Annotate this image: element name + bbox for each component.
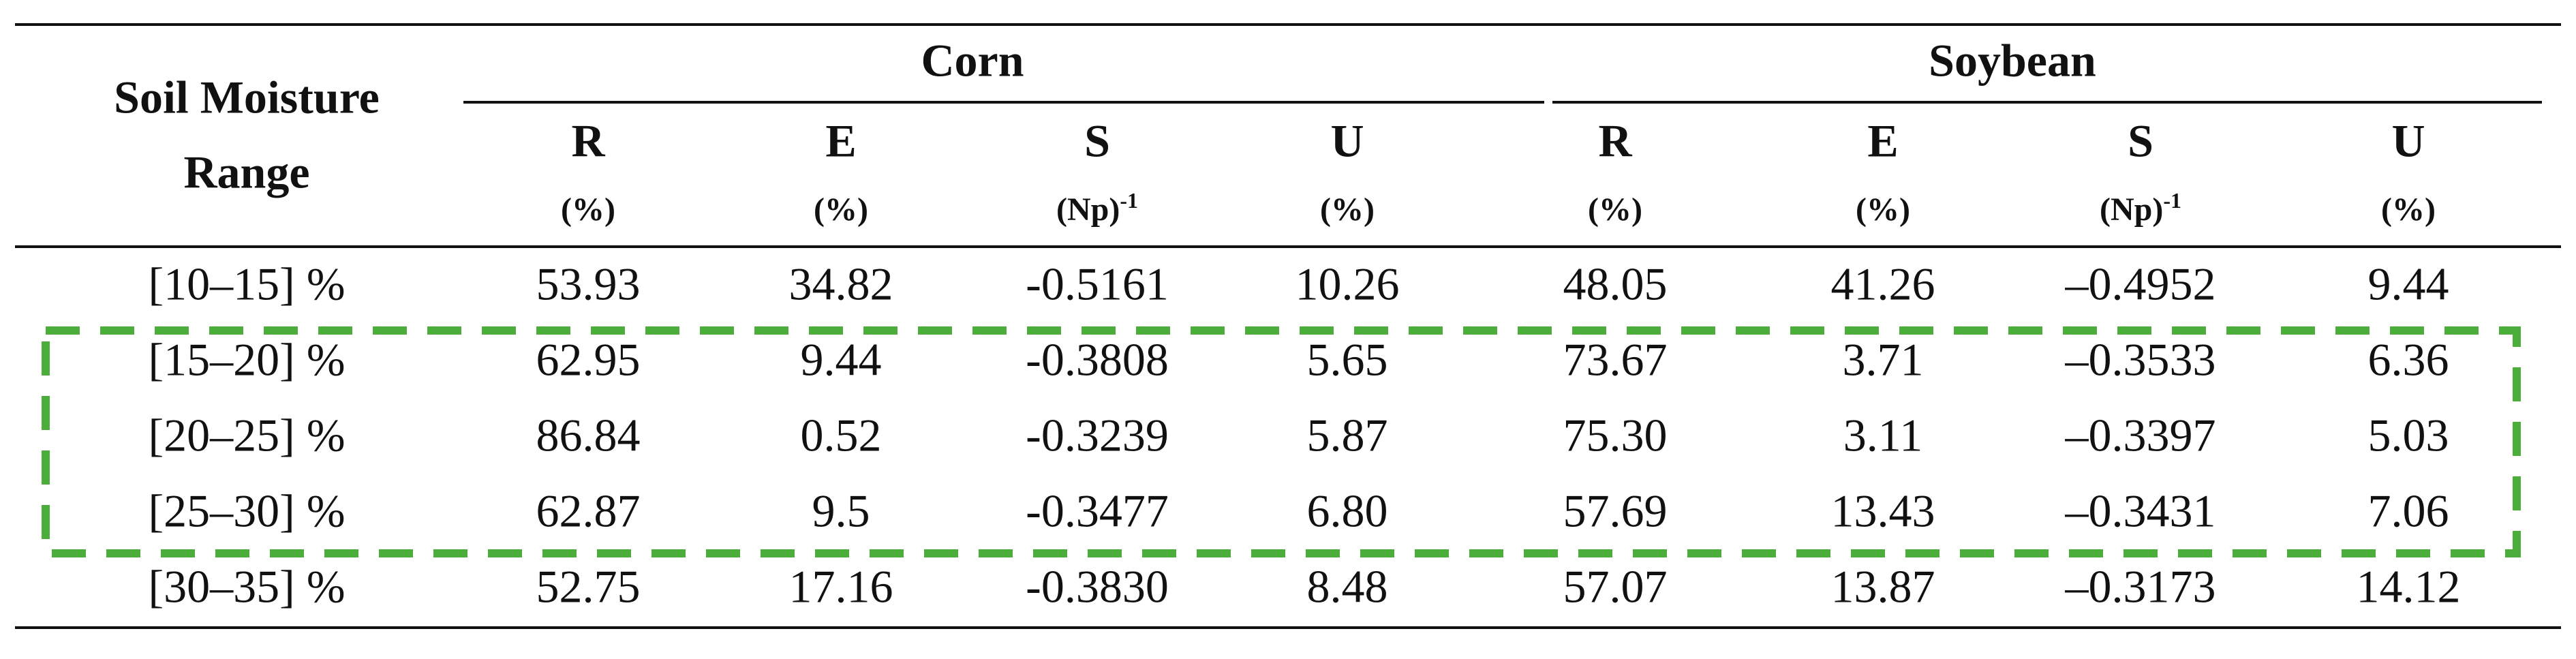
cell: 5.03 [2368, 410, 2449, 461]
cell: –0.3431 [2065, 485, 2216, 537]
cell: 10.26 [1295, 258, 1400, 310]
column-header: E [1867, 115, 1898, 167]
cell: 57.07 [1563, 561, 1668, 613]
cell: -0.3808 [1026, 334, 1169, 386]
cell: -0.3477 [1026, 485, 1169, 537]
cell: 9.44 [2368, 258, 2449, 310]
unit-text: (%) [1320, 191, 1375, 228]
cell: –0.3533 [2065, 334, 2216, 386]
unit-text: (%) [1588, 191, 1642, 228]
group-header: Soybean [1929, 35, 2096, 87]
column-header: U [2391, 115, 2425, 167]
cell: 52.75 [536, 561, 641, 613]
row-label: [30–35] % [149, 561, 346, 613]
highlight-box [42, 326, 2521, 557]
column-unit: (%) [2381, 191, 2436, 228]
cell: 34.82 [789, 258, 893, 310]
unit-text: (%) [1856, 191, 1910, 228]
cell: 14.12 [2357, 561, 2461, 613]
column-header: S [2128, 115, 2153, 167]
column-header: R [1598, 115, 1632, 167]
column-unit: (%) [1856, 191, 1910, 228]
cell: 5.87 [1307, 410, 1388, 461]
cell: 86.84 [536, 410, 641, 461]
cell: 13.87 [1831, 561, 1935, 613]
column-header: U [1330, 115, 1364, 167]
column-header: R [571, 115, 605, 167]
cell: –0.4952 [2065, 258, 2216, 310]
cell: 13.43 [1831, 485, 1935, 537]
row-label: [20–25] % [149, 410, 346, 461]
column-unit: (%) [561, 191, 615, 228]
cell: –0.3397 [2065, 410, 2216, 461]
cell: –0.3173 [2065, 561, 2216, 613]
row-header: Soil Moisture [114, 72, 380, 123]
column-header: S [1084, 115, 1110, 167]
column-unit: (%) [814, 191, 868, 228]
unit-text: (Np) [2100, 191, 2163, 228]
cell: 5.65 [1307, 334, 1388, 386]
unit-superscript: -1 [1120, 188, 1138, 213]
row-header: Range [183, 147, 309, 198]
cell: 53.93 [536, 258, 641, 310]
unit-text: (%) [561, 191, 615, 228]
column-unit: (Np)-1 [2100, 188, 2181, 228]
cell: 41.26 [1831, 258, 1935, 310]
cell: 9.44 [801, 334, 882, 386]
cell: 57.69 [1563, 485, 1668, 537]
unit-text: (Np) [1056, 191, 1120, 228]
cell: 8.48 [1307, 561, 1388, 613]
cell: 62.87 [536, 485, 641, 537]
group-header: Corn [921, 35, 1024, 87]
cell: -0.3830 [1026, 561, 1169, 613]
column-unit: (Np)-1 [1056, 188, 1138, 228]
cell: 3.71 [1843, 334, 1924, 386]
row-label: [25–30] % [149, 485, 346, 537]
column-unit: (%) [1320, 191, 1375, 228]
cell: 6.36 [2368, 334, 2449, 386]
cell: 75.30 [1563, 410, 1668, 461]
cell: 3.11 [1843, 410, 1922, 461]
unit-superscript: -1 [2163, 188, 2181, 213]
column-header: E [825, 115, 856, 167]
cell: 62.95 [536, 334, 641, 386]
unit-text: (%) [2381, 191, 2436, 228]
cell: -0.5161 [1026, 258, 1169, 310]
cell: 73.67 [1563, 334, 1668, 386]
row-label: [10–15] % [149, 258, 346, 310]
cell: 7.06 [2368, 485, 2449, 537]
cell: 6.80 [1307, 485, 1388, 537]
cell: -0.3239 [1026, 410, 1169, 461]
cell: 9.5 [812, 485, 870, 537]
unit-text: (%) [814, 191, 868, 228]
column-unit: (%) [1588, 191, 1642, 228]
cell: 48.05 [1563, 258, 1668, 310]
cell: 0.52 [801, 410, 882, 461]
row-label: [15–20] % [149, 334, 346, 386]
cell: 17.16 [789, 561, 893, 613]
